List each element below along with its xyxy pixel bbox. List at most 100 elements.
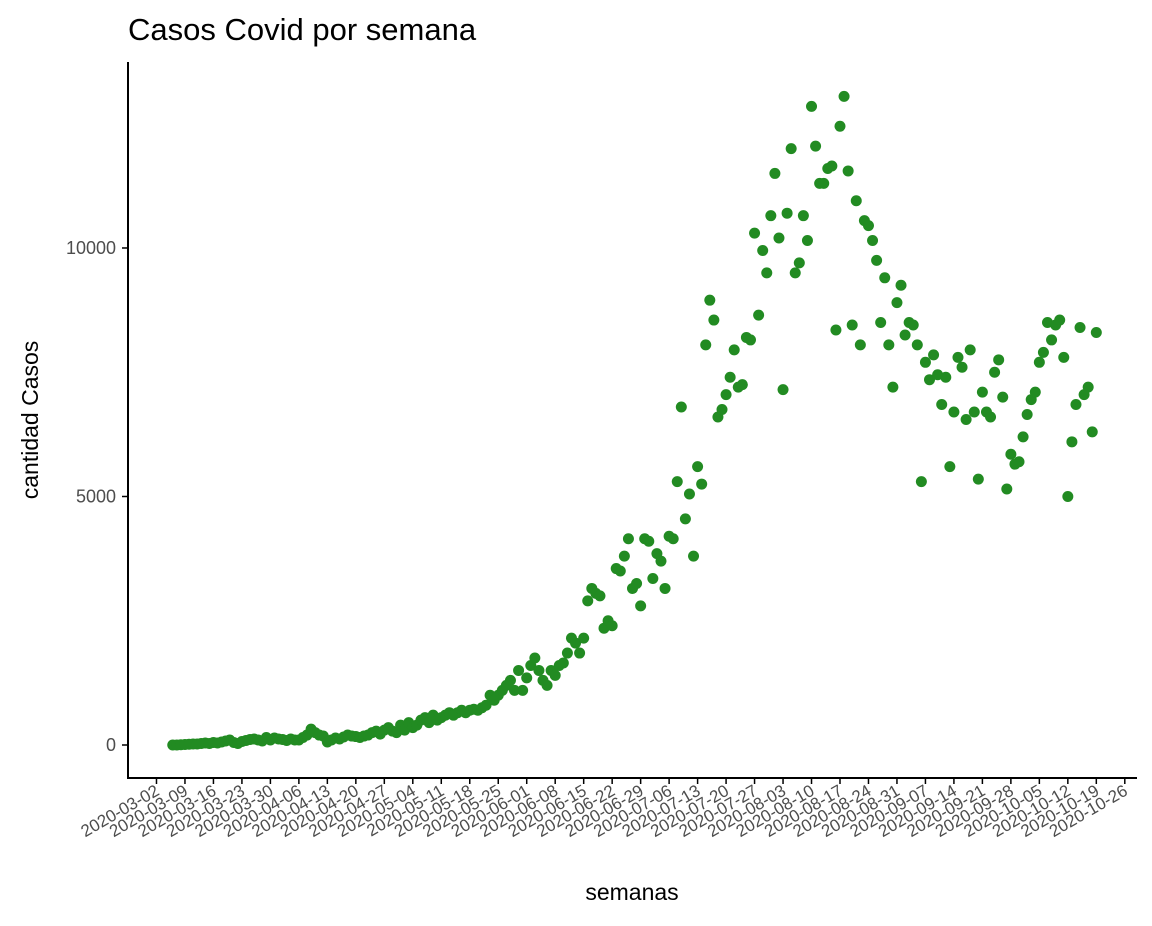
point	[635, 600, 647, 612]
point	[659, 582, 671, 594]
point	[806, 100, 818, 112]
point	[919, 356, 931, 368]
point	[513, 664, 525, 676]
point	[838, 90, 850, 102]
point	[504, 674, 516, 686]
point	[862, 220, 874, 232]
y-tick-label: 5000	[76, 486, 116, 506]
point	[895, 279, 907, 291]
point	[671, 476, 683, 488]
point	[736, 379, 748, 391]
point	[521, 672, 533, 684]
point	[842, 165, 854, 177]
point	[570, 637, 582, 649]
point	[744, 334, 756, 346]
point	[976, 386, 988, 398]
point	[1058, 351, 1070, 363]
point	[557, 657, 569, 669]
point	[1062, 490, 1074, 502]
point	[1054, 314, 1066, 326]
point	[818, 177, 830, 189]
point	[647, 572, 659, 584]
point	[716, 404, 728, 416]
point	[578, 632, 590, 644]
point	[785, 143, 797, 155]
point	[643, 535, 655, 547]
point	[533, 664, 545, 676]
point	[985, 411, 997, 423]
point	[667, 533, 679, 545]
point	[696, 478, 708, 490]
y-tick-label: 0	[106, 735, 116, 755]
point	[826, 160, 838, 172]
point	[688, 550, 700, 562]
point	[728, 344, 740, 356]
point	[509, 684, 521, 696]
point	[1037, 346, 1049, 358]
point	[1013, 456, 1025, 468]
point	[915, 476, 927, 488]
point	[801, 235, 813, 247]
point	[594, 590, 606, 602]
point	[797, 210, 809, 222]
point	[606, 620, 618, 632]
point	[1017, 431, 1029, 443]
point	[1070, 399, 1082, 411]
point	[871, 254, 883, 266]
point	[944, 461, 956, 473]
point	[972, 473, 984, 485]
point	[769, 167, 781, 179]
point	[618, 550, 630, 562]
point	[1086, 426, 1098, 438]
point	[867, 235, 879, 247]
point	[810, 140, 822, 152]
point	[1001, 483, 1013, 495]
point	[708, 314, 720, 326]
point	[879, 272, 891, 284]
point	[1090, 326, 1102, 338]
chart-title: Casos Covid por semana	[128, 12, 477, 47]
point	[989, 366, 1001, 378]
point	[1066, 436, 1078, 448]
point	[529, 652, 541, 664]
point	[541, 679, 553, 691]
point	[675, 401, 687, 413]
point	[924, 374, 936, 386]
point	[683, 488, 695, 500]
point	[614, 565, 626, 577]
point	[907, 319, 919, 331]
point	[631, 577, 643, 589]
point	[850, 195, 862, 207]
point	[1046, 334, 1058, 346]
point	[655, 555, 667, 567]
point	[1074, 322, 1086, 334]
point	[549, 669, 561, 681]
point	[875, 317, 887, 329]
point	[834, 120, 846, 132]
point	[517, 684, 529, 696]
point	[952, 351, 964, 363]
point	[928, 349, 940, 361]
point	[940, 371, 952, 383]
point	[993, 354, 1005, 366]
point	[911, 339, 923, 351]
point	[753, 309, 765, 321]
point	[773, 232, 785, 244]
point	[622, 533, 634, 545]
point	[1029, 386, 1041, 398]
point	[1082, 381, 1094, 393]
point	[899, 329, 911, 341]
point	[891, 297, 903, 309]
point	[692, 461, 704, 473]
point	[1005, 448, 1017, 460]
point	[574, 647, 586, 659]
point	[777, 384, 789, 396]
x-axis-title: semanas	[585, 879, 678, 905]
point	[830, 324, 842, 336]
point	[948, 406, 960, 418]
point	[887, 381, 899, 393]
point	[956, 361, 968, 373]
point	[480, 699, 492, 711]
point	[724, 371, 736, 383]
